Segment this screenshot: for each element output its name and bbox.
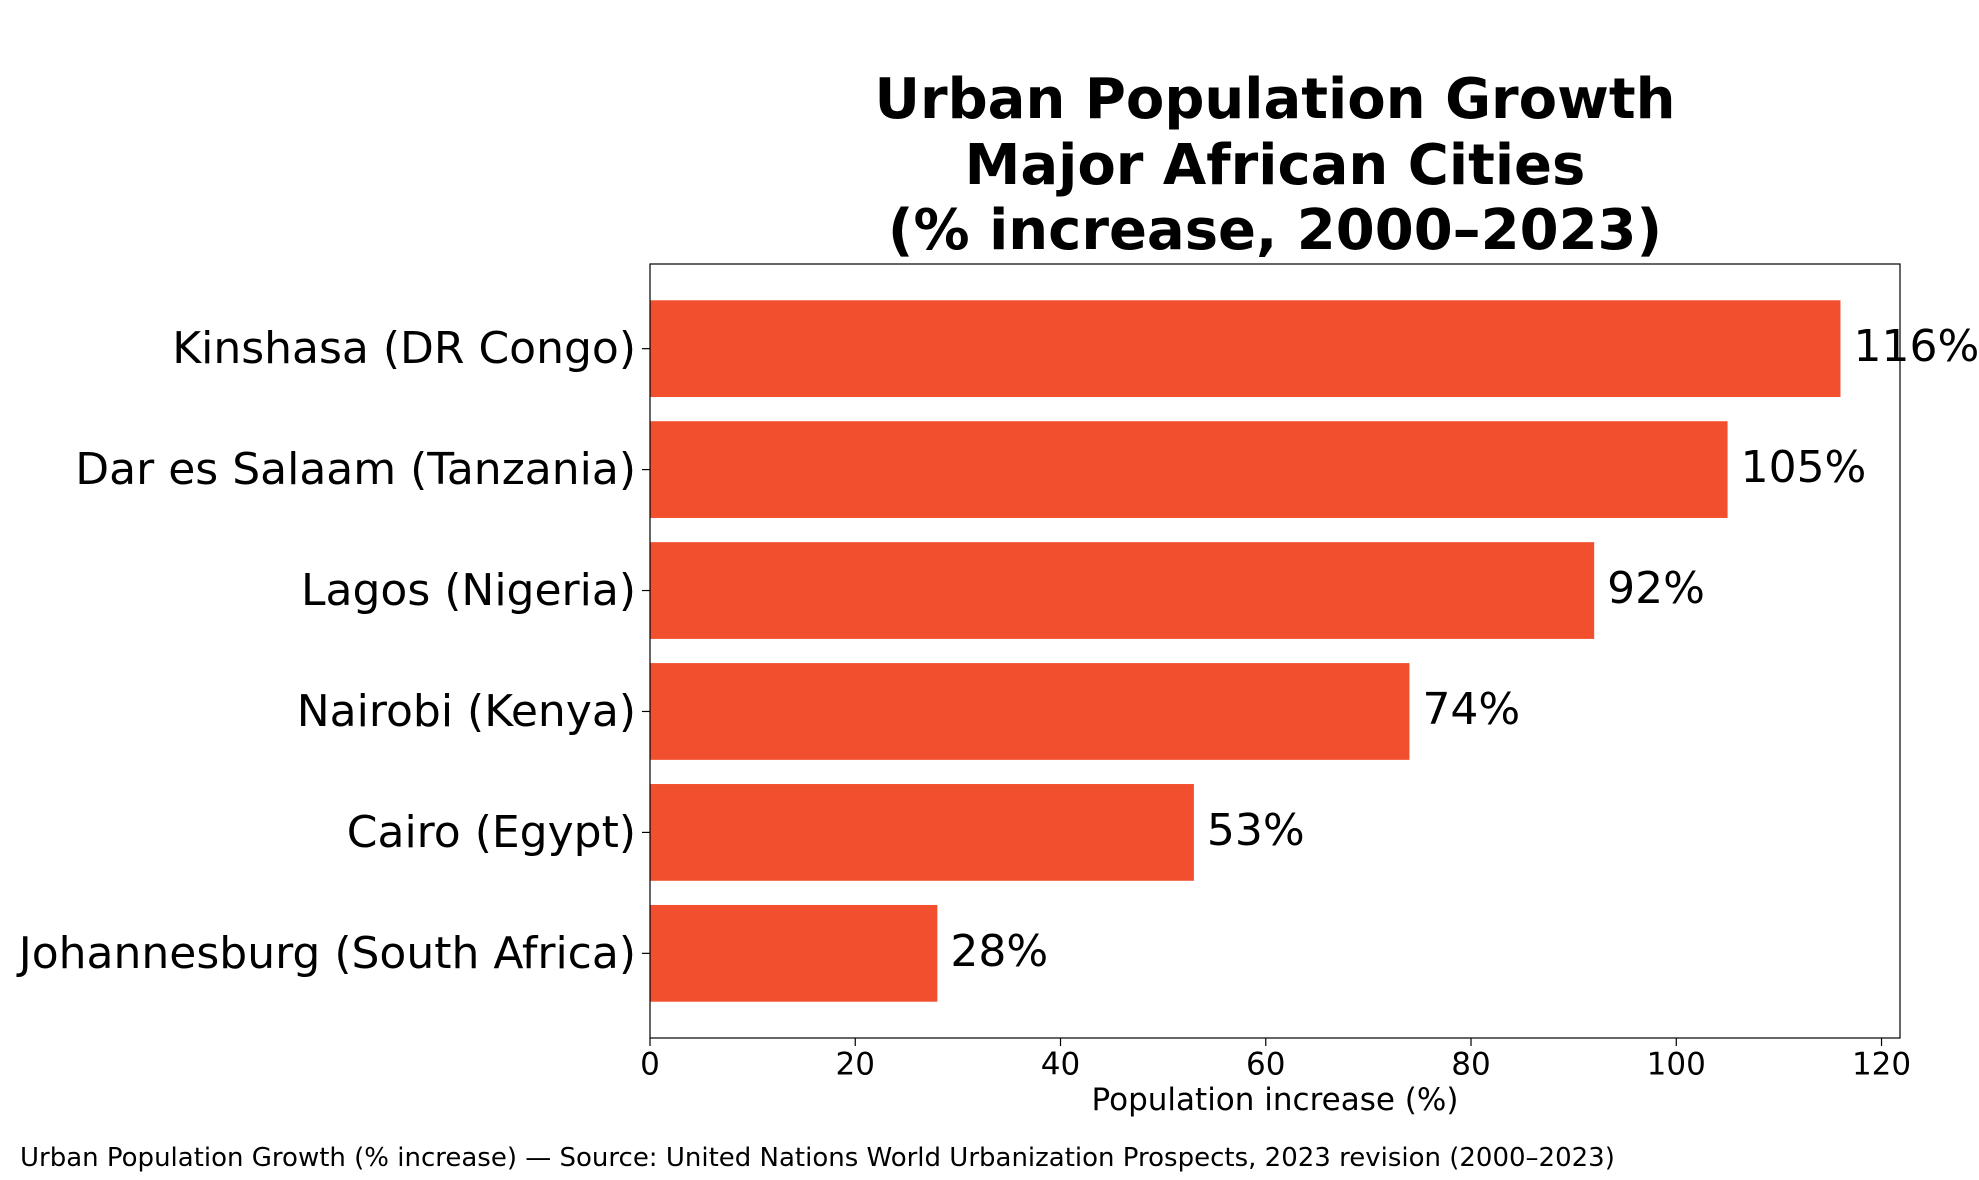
x-tick-label-3: 60 bbox=[1246, 1046, 1285, 1082]
x-tick-label-2: 40 bbox=[1041, 1046, 1080, 1082]
x-axis-title: Population increase (%) bbox=[1092, 1082, 1459, 1118]
bar-3 bbox=[650, 663, 1410, 760]
value-label-3: 74% bbox=[1422, 684, 1520, 735]
chart-title-line-1: Urban Population Growth bbox=[874, 67, 1675, 132]
value-label-5: 28% bbox=[950, 926, 1048, 977]
category-labels: Kinshasa (DR Congo) Dar es Salaam (Tanzan… bbox=[16, 323, 636, 979]
bar-5 bbox=[650, 904, 938, 1002]
plot-frame bbox=[649, 263, 1901, 1039]
bar-2 bbox=[650, 542, 1595, 639]
value-label-0: 116% bbox=[1853, 321, 1979, 372]
chart-title-line-3: (% increase, 2000–2023) bbox=[888, 198, 1662, 263]
x-tick-label-1: 20 bbox=[836, 1046, 875, 1082]
x-tick-label-0: 0 bbox=[640, 1046, 660, 1082]
value-label-4: 53% bbox=[1207, 805, 1305, 856]
bar-0 bbox=[650, 300, 1841, 398]
category-label-5: Johannesburg (South Africa) bbox=[16, 928, 636, 979]
chart-title-line-2: Major African Cities bbox=[965, 133, 1586, 198]
category-label-2: Lagos (Nigeria) bbox=[301, 565, 636, 616]
category-label-0: Kinshasa (DR Congo) bbox=[172, 323, 636, 374]
x-tick-label-6: 120 bbox=[1852, 1046, 1911, 1082]
chart-title: Urban Population Growth Major African Ci… bbox=[874, 67, 1675, 263]
value-label-2: 92% bbox=[1607, 563, 1705, 614]
x-tick-label-5: 100 bbox=[1647, 1046, 1706, 1082]
x-tick-label-4: 80 bbox=[1451, 1046, 1490, 1082]
category-label-4: Cairo (Egypt) bbox=[347, 807, 636, 858]
axes: 0 20 40 60 80 100 120 bbox=[640, 263, 1911, 1082]
bar-1 bbox=[650, 421, 1728, 518]
category-label-3: Nairobi (Kenya) bbox=[297, 686, 636, 737]
value-label-1: 105% bbox=[1741, 442, 1867, 493]
value-labels: 116% 105% 92% 74% 53% 28% bbox=[950, 321, 1979, 977]
bar-4 bbox=[650, 784, 1194, 881]
bars bbox=[650, 300, 1841, 1002]
figure-caption: Urban Population Growth (% increase) — S… bbox=[20, 1143, 1615, 1173]
category-label-1: Dar es Salaam (Tanzania) bbox=[75, 444, 636, 495]
